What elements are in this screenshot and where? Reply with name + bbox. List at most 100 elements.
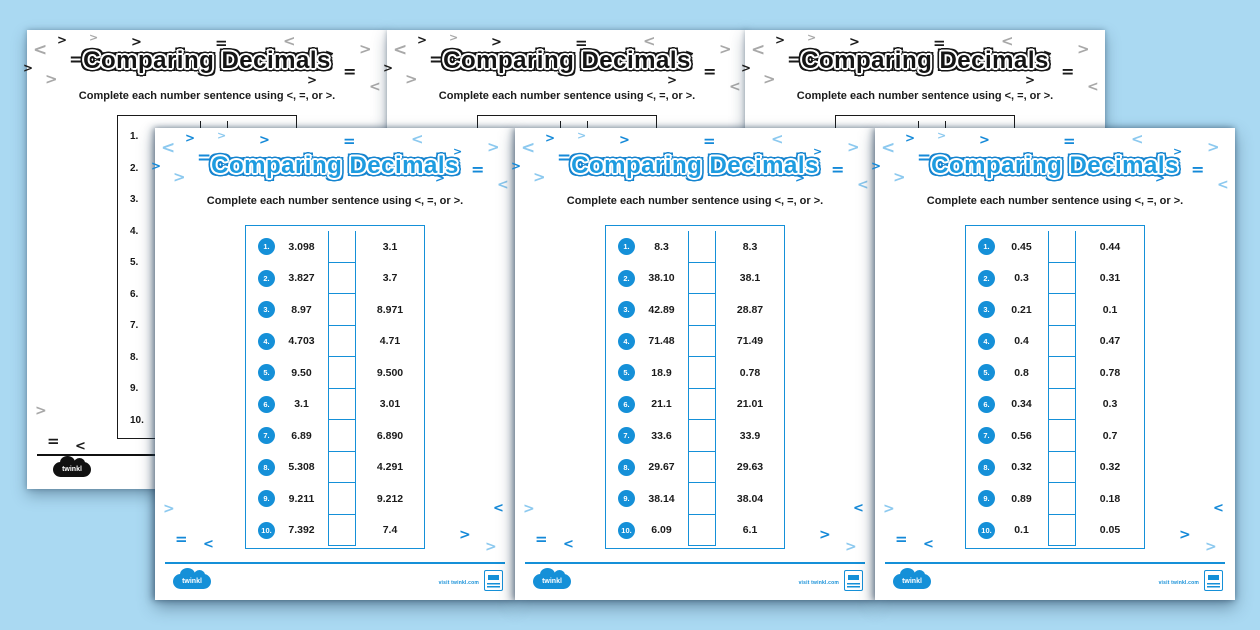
- worksheet-page-front-middle: < > > > = < > > = > > > = < > = < < > > Comparing Decimals …: [511, 128, 875, 600]
- twinkl-logo: twinkl: [533, 568, 571, 589]
- comparison-symbol-icon: <: [493, 501, 504, 516]
- problem-number-badge: 6.: [978, 395, 995, 413]
- problem-number-badge: 10.: [618, 521, 635, 539]
- problem-number-badge: 3.: [130, 194, 139, 206]
- comparison-symbol-icon: >: [417, 33, 428, 47]
- problem-number-badge: 8.: [130, 351, 139, 363]
- problem-number-badge: 5.: [130, 257, 139, 269]
- problem-number-badge: 7.: [978, 427, 995, 445]
- comparison-symbol-icon: >: [459, 527, 471, 543]
- twinkl-logo-text: twinkl: [62, 466, 82, 473]
- left-value: 8.97: [291, 303, 312, 316]
- problem-number-badge: 9.: [258, 490, 275, 508]
- comparison-symbol-icon: <: [1213, 501, 1224, 516]
- problem-row: 9. 38.14 38.04: [606, 483, 784, 515]
- left-value: 4.703: [288, 335, 315, 348]
- twinkl-badge-icon: [484, 570, 503, 591]
- right-value: 0.1: [1102, 303, 1118, 316]
- answer-box: [328, 420, 356, 452]
- worksheet-title: Comparing Decimals: [801, 47, 1049, 74]
- problem-row: 8. 5.308 4.291: [246, 451, 424, 483]
- left-value: 3.1: [294, 398, 309, 411]
- problem-row: 10. 0.1 0.05: [966, 514, 1144, 546]
- left-value: 38.10: [648, 272, 675, 285]
- problem-row: 3. 42.89 28.87: [606, 294, 784, 326]
- answer-box: [1048, 231, 1076, 263]
- answer-box: [328, 483, 356, 515]
- comparison-symbol-icon: >: [763, 70, 776, 88]
- worksheet-page-front-left: < > > > = < > > = > > > = < > = < < > > Comparing Decimals …: [151, 128, 515, 600]
- comparison-symbol-icon: >: [845, 539, 857, 555]
- problem-number-badge: 4.: [618, 332, 635, 350]
- answer-box: [688, 388, 716, 420]
- twinkl-badge-icon: [844, 570, 863, 591]
- problem-number-badge: 6.: [618, 395, 635, 413]
- answer-box: [688, 514, 716, 546]
- comparison-symbol-icon: >: [405, 70, 418, 88]
- comparison-symbol-icon: >: [523, 501, 535, 517]
- twinkl-badge-icon: [1204, 570, 1223, 591]
- answer-box: [328, 325, 356, 357]
- answer-box: [1048, 451, 1076, 483]
- problem-number-badge: 1.: [978, 238, 995, 256]
- right-value: 0.32: [1099, 461, 1121, 474]
- comparison-symbol-icon: =: [895, 530, 908, 548]
- left-value: 29.67: [648, 461, 675, 474]
- right-value: 0.78: [1099, 366, 1121, 379]
- twinkl-logo: twinkl: [53, 456, 91, 477]
- comparison-symbol-icon: <: [1217, 177, 1229, 193]
- left-value: 0.4: [1014, 335, 1029, 348]
- problem-number-badge: 5.: [978, 364, 995, 382]
- problem-row: 5. 0.8 0.78: [966, 357, 1144, 389]
- right-value: 29.63: [736, 461, 764, 474]
- left-value: 0.8: [1014, 366, 1029, 379]
- comparison-symbol-icon: >: [1207, 138, 1220, 156]
- footer-divider: [525, 562, 865, 565]
- problem-row: 9. 9.211 9.212: [246, 483, 424, 515]
- left-value: 3.098: [288, 240, 315, 253]
- problem-row: 8. 0.32 0.32: [966, 451, 1144, 483]
- left-value: 38.14: [648, 492, 675, 505]
- answer-box: [1048, 514, 1076, 546]
- answer-box: [1048, 325, 1076, 357]
- comparison-symbol-icon: >: [619, 133, 630, 148]
- answer-box: [688, 483, 716, 515]
- right-value: 4.71: [379, 335, 401, 348]
- problem-row: 7. 33.6 33.9: [606, 420, 784, 452]
- answer-box: [328, 262, 356, 294]
- problem-number-badge: 2.: [130, 162, 139, 174]
- left-value: 0.89: [1011, 492, 1032, 505]
- problem-number-badge: 7.: [618, 427, 635, 445]
- left-value: 71.48: [648, 335, 675, 348]
- comparison-symbol-icon: <: [203, 537, 214, 552]
- problem-number-badge: 5.: [618, 364, 635, 382]
- problem-row: 6. 3.1 3.01: [246, 388, 424, 420]
- right-value: 6.1: [742, 524, 758, 537]
- right-value: 9.212: [376, 492, 404, 505]
- comparison-symbol-icon: <: [923, 537, 934, 552]
- answer-box: [1048, 420, 1076, 452]
- comparison-symbol-icon: >: [545, 131, 556, 145]
- right-value: 0.44: [1099, 240, 1121, 253]
- problem-number-badge: 6.: [258, 395, 275, 413]
- comparison-symbol-icon: <: [411, 130, 424, 148]
- problem-number-badge: 8.: [978, 458, 995, 476]
- problem-row: 1. 0.45 0.44: [966, 231, 1144, 263]
- worksheet-instructions: Complete each number sentence using <, =…: [566, 195, 824, 207]
- comparison-symbol-icon: >: [883, 501, 895, 517]
- answer-box: [328, 451, 356, 483]
- answer-box: [328, 388, 356, 420]
- worksheet-instructions: Complete each number sentence using <, =…: [796, 90, 1054, 102]
- right-value: 0.3: [1102, 398, 1118, 411]
- comparison-symbol-icon: =: [47, 432, 60, 450]
- comparison-symbol-icon: >: [217, 129, 227, 142]
- answer-box: [328, 231, 356, 263]
- right-value: 0.47: [1099, 335, 1121, 348]
- problem-row: 2. 38.10 38.1: [606, 262, 784, 294]
- left-value: 9.50: [291, 366, 312, 379]
- answer-box: [328, 294, 356, 326]
- comparison-symbol-icon: >: [847, 138, 860, 156]
- left-value: 42.89: [648, 303, 675, 316]
- comparison-symbol-icon: >: [259, 133, 270, 148]
